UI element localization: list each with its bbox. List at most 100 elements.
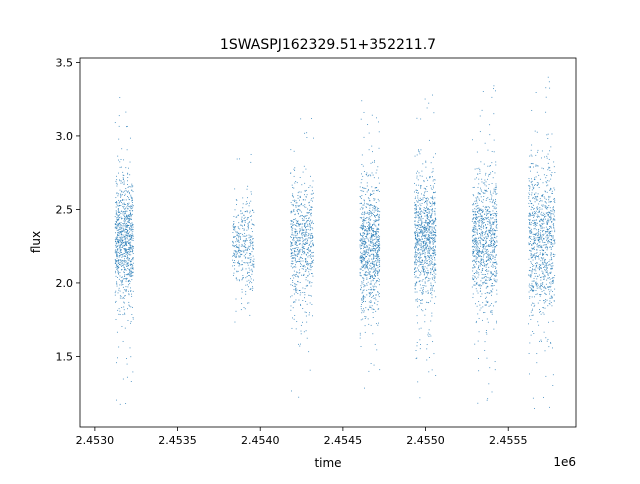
data-point — [377, 166, 379, 168]
data-point — [530, 200, 532, 202]
data-point — [116, 213, 118, 215]
data-point — [301, 233, 302, 235]
data-point — [376, 254, 378, 255]
data-point — [433, 226, 435, 228]
data-point — [492, 274, 494, 276]
data-point — [376, 233, 378, 235]
data-point — [123, 202, 125, 204]
data-point — [121, 256, 123, 258]
data-point — [478, 238, 480, 239]
data-point — [482, 231, 483, 233]
data-point — [540, 226, 541, 228]
data-point — [477, 402, 479, 404]
data-point — [433, 252, 435, 254]
data-point — [124, 275, 126, 277]
data-point — [550, 281, 552, 283]
data-point — [371, 305, 373, 307]
data-point — [116, 399, 117, 401]
data-point — [375, 234, 377, 236]
data-point — [308, 351, 310, 353]
data-point — [290, 284, 292, 286]
data-point — [491, 162, 493, 164]
data-point — [368, 224, 370, 226]
data-point — [246, 275, 248, 277]
data-point — [541, 150, 543, 152]
data-point — [309, 229, 311, 231]
data-point — [300, 264, 302, 266]
data-point — [292, 317, 293, 319]
data-point — [122, 265, 124, 267]
data-point — [368, 149, 370, 151]
data-point — [363, 247, 364, 249]
data-point — [129, 235, 131, 237]
data-point — [554, 242, 556, 244]
data-point — [472, 275, 474, 277]
data-point — [368, 370, 370, 372]
data-point — [122, 262, 123, 264]
data-point — [127, 265, 129, 267]
data-point — [120, 213, 122, 214]
data-point — [534, 196, 536, 198]
data-point — [551, 230, 553, 232]
data-point — [367, 262, 369, 264]
data-point — [492, 285, 494, 287]
data-point — [369, 305, 371, 307]
data-point — [426, 241, 428, 243]
data-point — [484, 234, 486, 236]
data-point — [121, 326, 123, 327]
data-point — [130, 189, 132, 191]
data-point — [235, 252, 237, 254]
data-point — [238, 263, 240, 265]
data-point — [246, 234, 248, 236]
data-point — [368, 258, 370, 260]
data-point — [300, 202, 302, 204]
data-point — [425, 166, 427, 168]
data-point — [476, 219, 477, 220]
data-point — [548, 81, 550, 83]
data-point — [250, 153, 252, 155]
data-point — [360, 288, 362, 290]
data-point — [492, 258, 494, 259]
data-point — [367, 261, 369, 263]
data-point — [415, 184, 417, 186]
data-point — [303, 274, 305, 276]
data-point — [485, 208, 487, 210]
data-point — [478, 222, 480, 224]
data-point — [429, 254, 431, 256]
data-point — [533, 237, 535, 239]
data-point — [293, 236, 295, 238]
data-point — [360, 256, 362, 258]
data-point — [414, 285, 416, 287]
data-point — [496, 322, 497, 324]
data-point — [118, 287, 120, 289]
data-point — [477, 204, 479, 206]
data-point — [480, 237, 481, 239]
data-point — [235, 226, 237, 227]
data-point — [424, 253, 426, 255]
data-point — [236, 279, 238, 281]
data-point — [480, 245, 482, 247]
data-point — [416, 254, 418, 256]
data-point — [128, 242, 129, 244]
data-point — [495, 221, 497, 223]
data-point — [423, 235, 425, 237]
data-point — [423, 244, 425, 246]
data-point — [131, 279, 133, 281]
data-point — [482, 246, 484, 248]
data-point — [379, 265, 381, 267]
data-point — [371, 229, 373, 231]
data-point — [310, 206, 312, 208]
data-point — [119, 290, 121, 292]
data-point — [379, 211, 381, 213]
data-point — [550, 218, 552, 219]
data-point — [310, 234, 312, 236]
data-point — [360, 225, 362, 227]
data-point — [362, 223, 364, 225]
data-point — [310, 212, 312, 214]
data-point — [309, 302, 311, 304]
data-point — [476, 229, 478, 231]
data-point — [490, 245, 492, 247]
data-point — [120, 240, 122, 242]
data-point — [114, 294, 116, 296]
data-point — [479, 255, 481, 257]
